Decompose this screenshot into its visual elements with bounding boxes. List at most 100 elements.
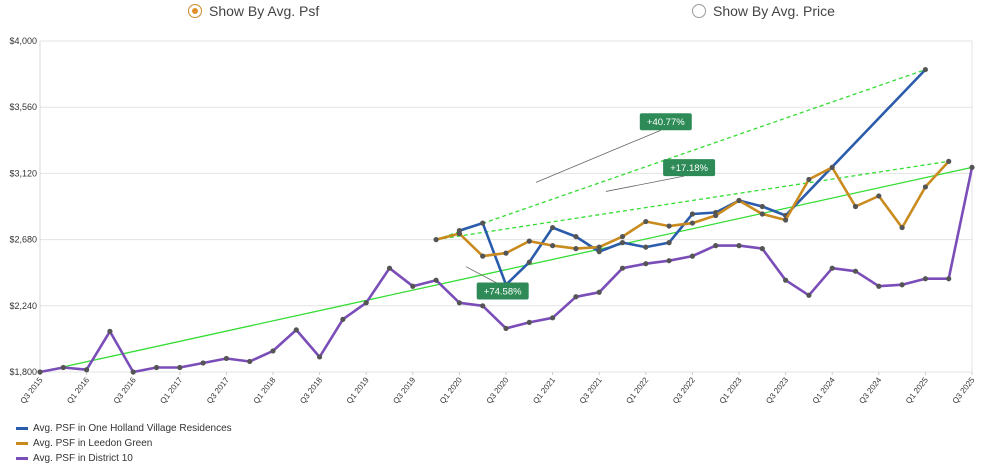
y-tick-label: $4,000 (9, 36, 37, 46)
y-tick-label: $2,680 (9, 235, 37, 245)
x-tick-label: Q1 2017 (158, 375, 184, 405)
data-point (666, 240, 672, 246)
view-toggle-bar: Show By Avg. Psf Show By Avg. Price (0, 0, 1000, 26)
data-point (969, 164, 975, 170)
trend-badge-label: +74.58% (484, 287, 522, 298)
data-point (736, 197, 742, 204)
data-point (666, 223, 672, 229)
data-point (922, 66, 929, 73)
data-point (946, 276, 952, 282)
data-point (480, 220, 486, 226)
data-point (433, 237, 439, 243)
data-point (456, 300, 462, 306)
data-point (806, 176, 812, 183)
legend-swatch (16, 427, 28, 430)
trendline (435, 68, 926, 241)
data-point (829, 164, 835, 170)
badge-pointer (605, 175, 685, 192)
data-point (643, 261, 649, 267)
trend-badge-label: +17.18% (670, 163, 708, 174)
x-tick-label: Q3 2017 (205, 375, 231, 405)
show-by-price-option[interactable]: Show By Avg. Price (692, 3, 835, 19)
data-point (643, 244, 649, 250)
data-point (37, 369, 43, 375)
data-point (783, 217, 789, 223)
x-tick-label: Q3 2022 (671, 375, 697, 405)
data-point (480, 253, 486, 259)
data-point (876, 193, 882, 199)
y-tick-label: $3,560 (9, 102, 37, 112)
data-point (689, 253, 696, 259)
data-point (130, 369, 136, 375)
legend-swatch (16, 442, 28, 445)
legend-label: Avg. PSF in One Holland Village Residenc… (33, 423, 232, 434)
data-point (433, 277, 439, 283)
data-point (386, 265, 393, 271)
radio-unselected-icon[interactable] (692, 4, 706, 18)
data-point (200, 360, 206, 366)
x-tick-label: Q3 2016 (112, 375, 138, 405)
x-tick-label: Q3 2024 (857, 375, 883, 405)
x-tick-label: Q3 2019 (391, 375, 417, 405)
data-point (689, 211, 696, 217)
data-point (550, 243, 556, 249)
legend-item[interactable]: Avg. PSF in Leedon Green (16, 436, 232, 451)
x-tick-label: Q1 2025 (904, 375, 930, 405)
data-point (480, 303, 486, 309)
data-point (596, 289, 602, 295)
data-point (60, 364, 66, 371)
legend-item[interactable]: Avg. PSF in One Holland Village Residenc… (16, 421, 232, 436)
x-tick-label: Q3 2021 (578, 375, 604, 405)
data-point (596, 244, 602, 250)
trend-badge (476, 282, 529, 300)
data-point (643, 218, 649, 225)
legend-label: Avg. PSF in Leedon Green (33, 438, 153, 449)
data-point (550, 315, 556, 321)
show-by-price-label: Show By Avg. Price (713, 3, 835, 19)
data-point (456, 230, 462, 237)
data-point (852, 203, 859, 210)
show-by-psf-label: Show By Avg. Psf (209, 3, 320, 19)
data-point (759, 211, 765, 217)
x-tick-label: Q1 2023 (718, 375, 744, 405)
x-tick-label: Q3 2025 (951, 375, 977, 405)
data-point (783, 277, 789, 283)
data-point (573, 294, 579, 300)
show-by-psf-option[interactable]: Show By Avg. Psf (188, 3, 319, 19)
psf-line-chart: $1,800 $2,240 $2,680 $3,120 $3,560 $4,000 Q3 2… (9, 36, 977, 405)
data-point (317, 354, 323, 360)
data-point (619, 233, 626, 240)
badge-pointer (465, 266, 498, 284)
data-point (340, 316, 346, 322)
x-tick-label: Q1 2021 (531, 375, 557, 405)
trendline (39, 166, 973, 373)
data-point (573, 246, 579, 252)
badge-pointer (535, 129, 661, 183)
data-point (899, 224, 905, 231)
data-point (876, 283, 882, 289)
x-tick-label: Q3 2023 (764, 375, 790, 405)
data-point (526, 319, 532, 325)
data-point (503, 250, 509, 256)
legend-item[interactable]: Avg. PSF in District 10 (16, 451, 232, 466)
data-point (852, 268, 859, 274)
x-tick-label: Q1 2024 (811, 375, 837, 405)
radio-selected-icon[interactable] (188, 4, 202, 18)
legend-label: Avg. PSF in District 10 (33, 453, 133, 464)
data-point (736, 243, 742, 249)
data-point (713, 212, 719, 219)
x-tick-label: Q1 2020 (438, 375, 464, 405)
data-point (946, 158, 952, 164)
x-tick-label: Q3 2015 (19, 375, 45, 405)
data-point (177, 364, 183, 371)
y-tick-label: $2,240 (9, 301, 37, 311)
data-point (410, 283, 416, 289)
y-tick-label: $3,120 (9, 168, 37, 178)
data-point (223, 355, 229, 362)
data-point (573, 233, 579, 240)
y-tick-label: $1,800 (9, 367, 37, 377)
data-point (526, 238, 532, 244)
data-point (806, 292, 812, 298)
x-tick-label: Q3 2020 (485, 375, 511, 405)
data-point (922, 276, 929, 282)
